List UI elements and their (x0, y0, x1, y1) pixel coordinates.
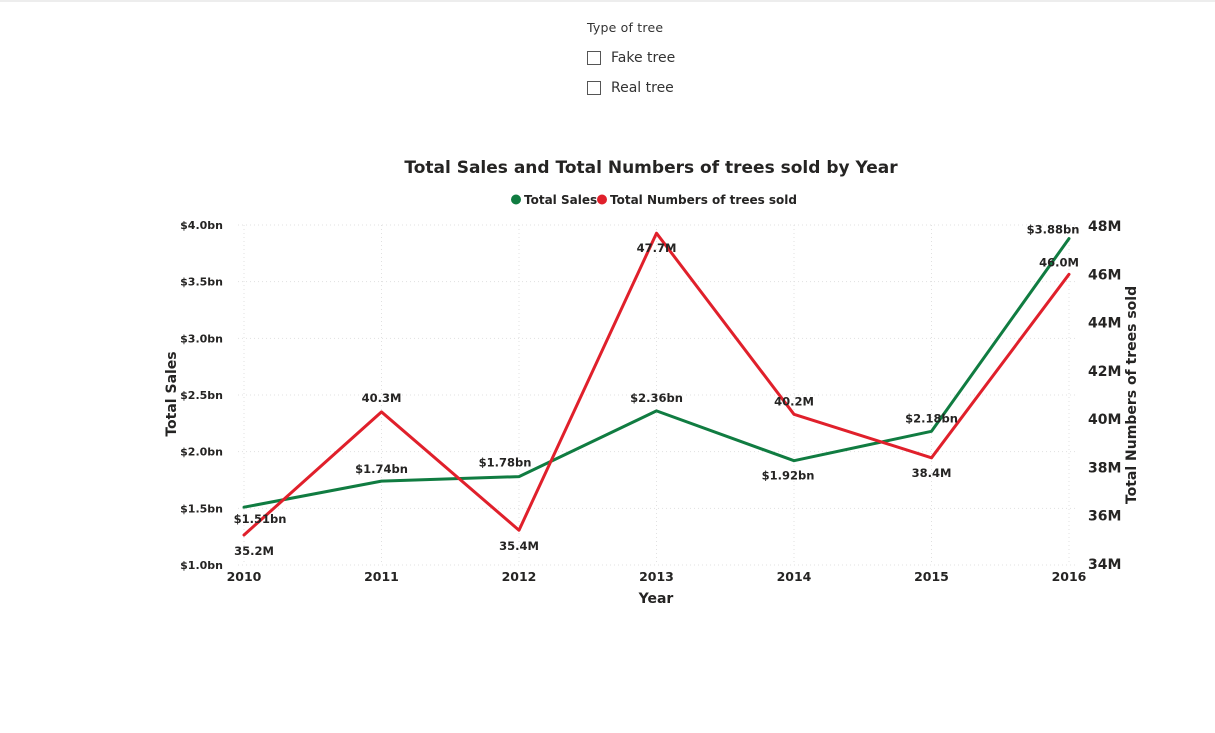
series-lines (242, 231, 1071, 537)
slicer-option-real-tree[interactable]: Real tree (587, 73, 675, 103)
y2-axis-title: Total Numbers of trees sold (1124, 286, 1140, 504)
sales-data-label: $1.92bn (762, 469, 815, 483)
y-tick-label: $1.5bn (180, 502, 223, 515)
chart-legend: Total Sales Total Numbers of trees sold (511, 193, 797, 207)
fake-tree-label: Fake tree (611, 50, 676, 66)
data-labels: $1.51bn $1.74bn $1.78bn $2.36bn $1.92bn $2.18… (234, 223, 1080, 558)
tree-type-slicer: Type of tree Fake tree Real tree (587, 20, 675, 103)
x-tick-label: 2012 (502, 569, 537, 584)
y-axis-title: Total Sales (164, 351, 180, 436)
right-axis-ticks: 34M 36M 38M 40M 42M 44M 46M 48M (1088, 219, 1121, 573)
sales-data-label: $2.18bn (905, 411, 958, 425)
y-tick-label: $2.0bn (180, 446, 223, 459)
left-axis-ticks: $1.0bn $1.5bn $2.0bn $2.5bn $3.0bn $3.5bn $4.0… (180, 219, 223, 572)
y2-tick-label: 44M (1088, 316, 1121, 332)
trees-data-label: 35.4M (499, 539, 539, 553)
legend-marker-total-sales (511, 194, 521, 205)
slicer-title: Type of tree (587, 20, 664, 35)
x-tick-label: 2010 (227, 569, 262, 584)
trees-data-label: 46.0M (1039, 255, 1079, 269)
legend-label-total-sales: Total Sales (524, 193, 597, 207)
sales-data-label: $1.74bn (355, 462, 408, 476)
y2-tick-label: 48M (1088, 219, 1121, 235)
trees-data-label: 47.7M (637, 241, 677, 255)
x-tick-label: 2015 (914, 569, 949, 584)
x-tick-label: 2011 (364, 569, 399, 584)
top-divider (0, 0, 1215, 2)
trees-data-label: 40.2M (774, 394, 814, 408)
fake-tree-checkbox[interactable] (587, 51, 601, 65)
chart-title: Total Sales and Total Numbers of trees s… (404, 158, 898, 178)
x-tick-label: 2013 (639, 569, 674, 584)
trees-data-label: 35.2M (234, 544, 274, 558)
y-tick-label: $1.0bn (180, 559, 223, 572)
y-tick-label: $2.5bn (180, 389, 223, 402)
total-sales-line (242, 237, 1071, 509)
sales-data-label: $1.51bn (234, 512, 287, 526)
y2-tick-label: 42M (1088, 364, 1121, 380)
y2-tick-label: 36M (1088, 509, 1121, 525)
real-tree-label: Real tree (611, 80, 674, 96)
gridlines (238, 224, 1075, 566)
x-axis-title: Year (638, 591, 674, 607)
sales-data-label: $2.36bn (630, 391, 683, 405)
legend-label-trees-sold: Total Numbers of trees sold (610, 193, 797, 207)
y2-tick-label: 34M (1088, 557, 1121, 573)
x-axis-ticks: 2010 2011 2012 2013 2014 2015 2016 (227, 569, 1087, 584)
trees-sold-line (242, 231, 1071, 537)
legend-marker-trees-sold (597, 194, 607, 205)
x-tick-label: 2016 (1052, 569, 1087, 584)
y2-tick-label: 46M (1088, 267, 1121, 283)
trees-data-label: 40.3M (362, 391, 402, 405)
x-tick-label: 2014 (777, 569, 812, 584)
y2-tick-label: 38M (1088, 460, 1121, 476)
sales-data-label: $1.78bn (479, 456, 532, 470)
y-tick-label: $4.0bn (180, 219, 223, 232)
slicer-option-fake-tree[interactable]: Fake tree (587, 43, 675, 73)
y-tick-label: $3.0bn (180, 332, 223, 345)
sales-data-label: $3.88bn (1027, 223, 1080, 237)
real-tree-checkbox[interactable] (587, 81, 601, 95)
trees-data-label: 38.4M (912, 466, 952, 480)
y-tick-label: $3.5bn (180, 276, 223, 289)
y2-tick-label: 40M (1088, 412, 1121, 428)
